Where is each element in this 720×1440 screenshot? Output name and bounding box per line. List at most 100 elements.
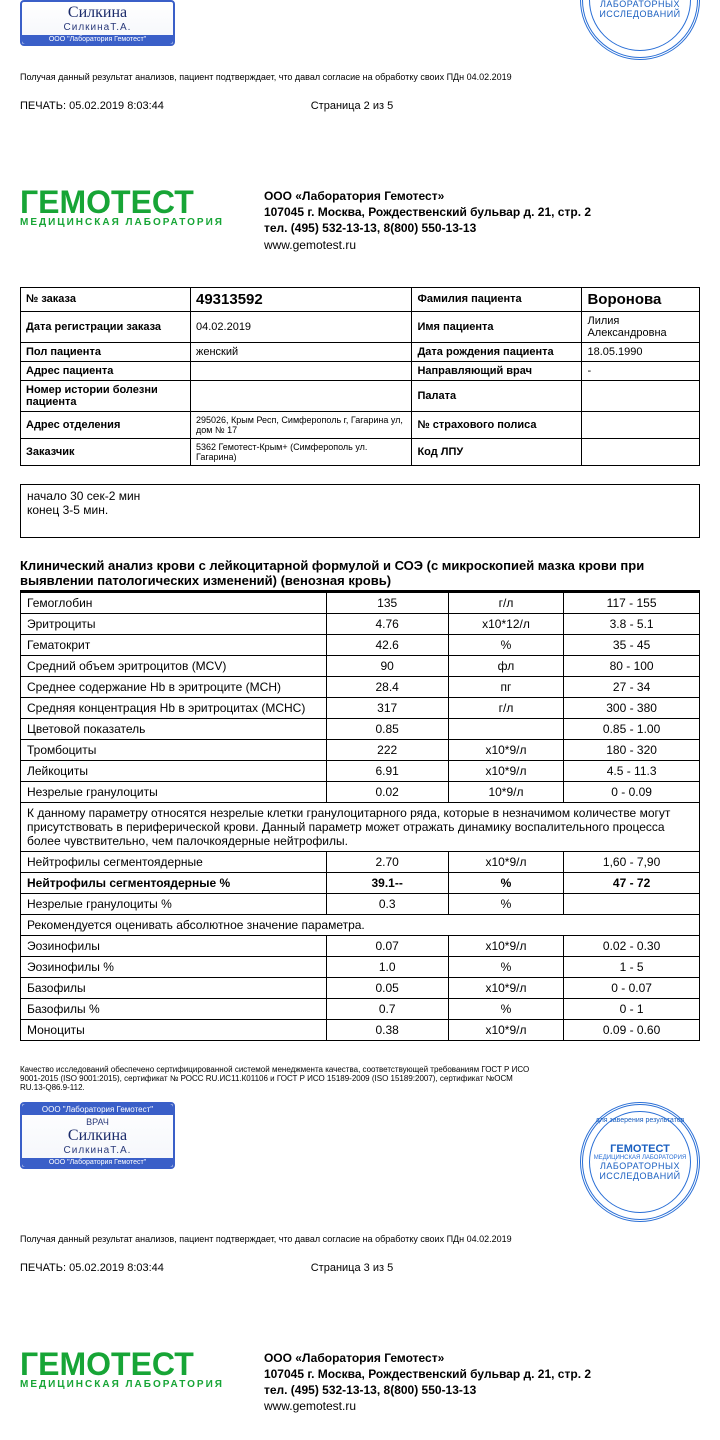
param-ref: 0.09 - 0.60 (564, 1019, 700, 1040)
param-ref: 27 - 34 (564, 676, 700, 697)
param-name: Цветовой показатель (21, 718, 327, 739)
param-name: Гемоглобин (21, 592, 327, 613)
param-unit: % (448, 872, 563, 893)
param-ref: 0 - 1 (564, 998, 700, 1019)
table-note-row: К данному параметру относятся незрелые к… (21, 802, 700, 851)
param-unit: % (448, 893, 563, 914)
table-note: Рекомендуется оценивать абсолютное значе… (21, 914, 700, 935)
table-row: Гемоглобин135г/л117 - 155 (21, 592, 700, 613)
param-value: 0.38 (326, 1019, 448, 1040)
k-regdate: Дата регистрации заказа (21, 311, 191, 342)
print-footer-3: ПЕЧАТЬ: 05.02.2019 8:03:44 Страница 3 из… (20, 1262, 700, 1280)
analysis-title: Клинический анализ крови с лейкоцитарной… (20, 558, 700, 592)
signature-box-bottom: ООО "Лаборатория Гемотест" ВРАЧ Силкина … (20, 1102, 175, 1169)
company-logo: ГЕМОТЕСТ МЕДИЦИНСКАЯ ЛАБОРАТОРИЯ (20, 188, 224, 228)
consent-text: Получая данный результат анализов, пацие… (20, 72, 700, 82)
page-2: Страница 2 из 5 (311, 100, 393, 112)
v-order: 49313592 (191, 287, 412, 311)
company-info: ООО «Лаборатория Гемотест» 107045 г. Мос… (264, 188, 591, 253)
param-value: 222 (326, 739, 448, 760)
param-unit: x10*9/л (448, 1019, 563, 1040)
quality-note: Качество исследований обеспечено сертифи… (20, 1065, 540, 1092)
param-unit: г/л (448, 697, 563, 718)
param-value: 6.91 (326, 760, 448, 781)
print-footer-2: ПЕЧАТЬ: 05.02.2019 8:03:44 Страница 2 из… (20, 100, 700, 118)
k-sex: Пол пациента (21, 342, 191, 361)
k-dob: Дата рождения пациента (412, 342, 582, 361)
k-name: Имя пациента (412, 311, 582, 342)
company-addr-2: 107045 г. Москва, Рождественский бульвар… (264, 1366, 591, 1382)
param-ref: 0 - 0.07 (564, 977, 700, 998)
param-name: Незрелые гранулоциты (21, 781, 327, 802)
param-name: Средний объем эритроцитов (MCV) (21, 655, 327, 676)
k-customer: Заказчик (21, 438, 191, 465)
param-value: 2.70 (326, 851, 448, 872)
param-ref: 0.85 - 1.00 (564, 718, 700, 739)
table-row: Эритроциты4.76x10*12/л3.8 - 5.1 (21, 613, 700, 634)
table-row: Средний объем эритроцитов (MCV)90фл80 - … (21, 655, 700, 676)
logo-sub-2: МЕДИЦИНСКАЯ ЛАБОРАТОРИЯ (20, 1379, 224, 1390)
param-ref: 180 - 320 (564, 739, 700, 760)
v-regdate: 04.02.2019 (191, 311, 412, 342)
order-meta-table: № заказа 49313592 Фамилия пациента Ворон… (20, 287, 700, 466)
param-ref: 0 - 0.09 (564, 781, 700, 802)
letterhead-2: ГЕМОТЕСТ МЕДИЦИНСКАЯ ЛАБОРАТОРИЯ ООО «Ла… (20, 1350, 700, 1415)
company-addr: 107045 г. Москва, Рождественский бульвар… (264, 204, 591, 220)
param-ref: 35 - 45 (564, 634, 700, 655)
stamp-arc: для заверения результатов (594, 1117, 685, 1124)
print-label: ПЕЧАТЬ: (20, 100, 66, 112)
table-row: Незрелые гранулоциты0.0210*9/л0 - 0.09 (21, 781, 700, 802)
sig-top-bar: ООО "Лаборатория Гемотест" (22, 1104, 173, 1115)
param-name: Моноциты (21, 1019, 327, 1040)
param-name: Средняя концентрация Hb в эритроцитах (M… (21, 697, 327, 718)
v-paddr (191, 361, 412, 380)
param-unit: фл (448, 655, 563, 676)
sig-printed-2: СилкинаТ.А. (28, 1145, 167, 1156)
param-unit: % (448, 998, 563, 1019)
sig-role: ВРАЧ (28, 1117, 167, 1127)
table-row: Моноциты0.38x10*9/л0.09 - 0.60 (21, 1019, 700, 1040)
param-unit: % (448, 634, 563, 655)
k-history: Номер истории болезни пациента (21, 380, 191, 411)
sig-cursive-2: Силкина (28, 1127, 167, 1145)
print-ts2: 05.02.2019 8:03:44 (69, 100, 164, 112)
letterhead: ГЕМОТЕСТ МЕДИЦИНСКАЯ ЛАБОРАТОРИЯ ООО «Ла… (20, 188, 700, 253)
table-row: Цветовой показатель0.85 0.85 - 1.00 (21, 718, 700, 739)
k-ins: № страхового полиса (412, 411, 582, 438)
param-name: Среднее содержание Hb в эритроците (MCH) (21, 676, 327, 697)
v-doctor: - (582, 361, 700, 380)
timing-l1: начало 30 сек-2 мин (27, 489, 693, 503)
table-row: Тромбоциты222x10*9/л180 - 320 (21, 739, 700, 760)
v-customer: 5362 Гемотест-Крым+ (Симферополь ул. Гаг… (191, 438, 412, 465)
k-ward: Палата (412, 380, 582, 411)
logo-text-2: ГЕМОТЕСТ (20, 1350, 224, 1379)
sig-bottom-bar: ООО "Лаборатория Гемотест" (22, 35, 173, 44)
param-ref: 47 - 72 (564, 872, 700, 893)
param-ref: 1,60 - 7,90 (564, 851, 700, 872)
k-order: № заказа (21, 287, 191, 311)
param-unit: x10*9/л (448, 739, 563, 760)
sig-bottom-bar-2: ООО "Лаборатория Гемотест" (22, 1158, 173, 1167)
param-name: Эритроциты (21, 613, 327, 634)
param-value: 0.85 (326, 718, 448, 739)
param-value: 39.1-- (326, 872, 448, 893)
timing-l2: конец 3-5 мин. (27, 503, 693, 517)
param-name: Незрелые гранулоциты % (21, 893, 327, 914)
param-ref: 1 - 5 (564, 956, 700, 977)
param-name: Базофилы % (21, 998, 327, 1019)
round-stamp-top: ГЕМОТЕСТ МЕДИЦИНСКАЯ ЛАБОРАТОРИЯ ЛАБОРАТ… (580, 0, 700, 60)
param-ref: 3.8 - 5.1 (564, 613, 700, 634)
param-value: 317 (326, 697, 448, 718)
table-row: Эозинофилы %1.0%1 - 5 (21, 956, 700, 977)
k-doctor: Направляющий врач (412, 361, 582, 380)
param-value: 90 (326, 655, 448, 676)
print-ts3: 05.02.2019 8:03:44 (69, 1262, 164, 1274)
param-ref: 0.02 - 0.30 (564, 935, 700, 956)
v-name: Лилия Александровна (582, 311, 700, 342)
param-value: 1.0 (326, 956, 448, 977)
sig-cursive: Силкина (28, 4, 167, 22)
table-row: Гематокрит42.6%35 - 45 (21, 634, 700, 655)
param-name: Тромбоциты (21, 739, 327, 760)
param-value: 0.3 (326, 893, 448, 914)
param-name: Лейкоциты (21, 760, 327, 781)
